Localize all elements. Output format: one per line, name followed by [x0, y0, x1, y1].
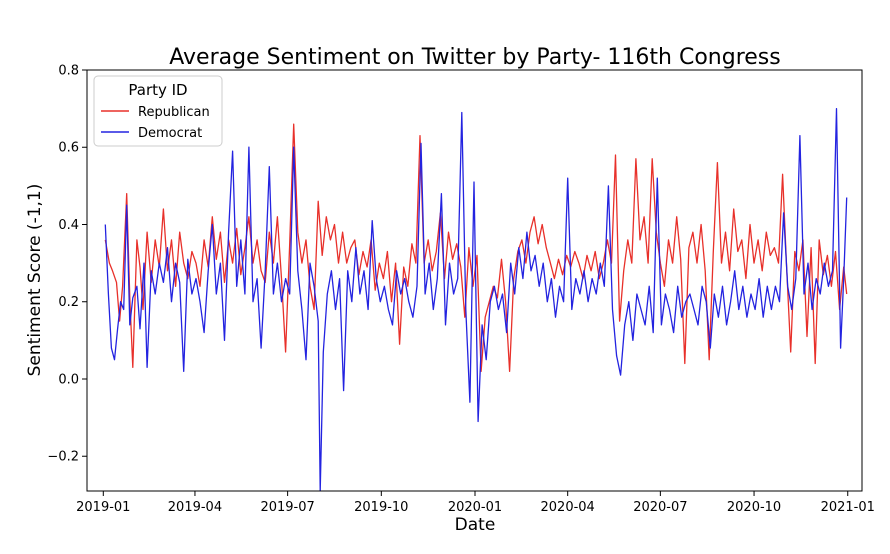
y-tick-label: 0.2	[58, 295, 79, 310]
series-layer	[104, 107, 848, 491]
legend-republican-label: Republican	[138, 105, 210, 120]
x-axis-label: Date	[455, 515, 496, 535]
y-tick-label: 0.8	[58, 64, 79, 79]
y-axis: −0.2 0.0 0.2 0.4 0.6 0.8	[47, 64, 87, 465]
series-line-democrat	[104, 107, 848, 491]
legend: Party ID Republican Democrat	[93, 75, 223, 147]
x-tick-label: 2019-10	[354, 500, 408, 515]
series-line-republican	[104, 123, 848, 372]
legend-democrat-label: Democrat	[138, 126, 202, 141]
x-tick-label: 2021-01	[821, 500, 875, 515]
y-tick-label: 0.6	[58, 141, 79, 156]
plot-frame	[86, 69, 863, 492]
y-tick-label: 0.4	[58, 218, 79, 233]
y-axis-label: Sentiment Score (-1,1)	[25, 184, 45, 377]
legend-box	[93, 75, 223, 147]
y-tick-label: −0.2	[47, 450, 79, 465]
x-tick-label: 2020-01	[448, 500, 502, 515]
chart-title: Average Sentiment on Twitter by Party- 1…	[169, 45, 780, 70]
x-tick-label: 2019-04	[168, 500, 222, 515]
x-tick-label: 2019-07	[260, 500, 314, 515]
legend-title: Party ID	[128, 81, 187, 99]
x-tick-label: 2020-04	[541, 500, 595, 515]
x-tick-label: 2020-10	[727, 500, 781, 515]
x-tick-label: 2020-07	[633, 500, 687, 515]
x-tick-label: 2019-01	[76, 500, 130, 515]
y-tick-label: 0.0	[58, 372, 79, 387]
x-axis: 2019-01 2019-04 2019-07 2019-10 2020-01 2020-…	[76, 491, 875, 515]
